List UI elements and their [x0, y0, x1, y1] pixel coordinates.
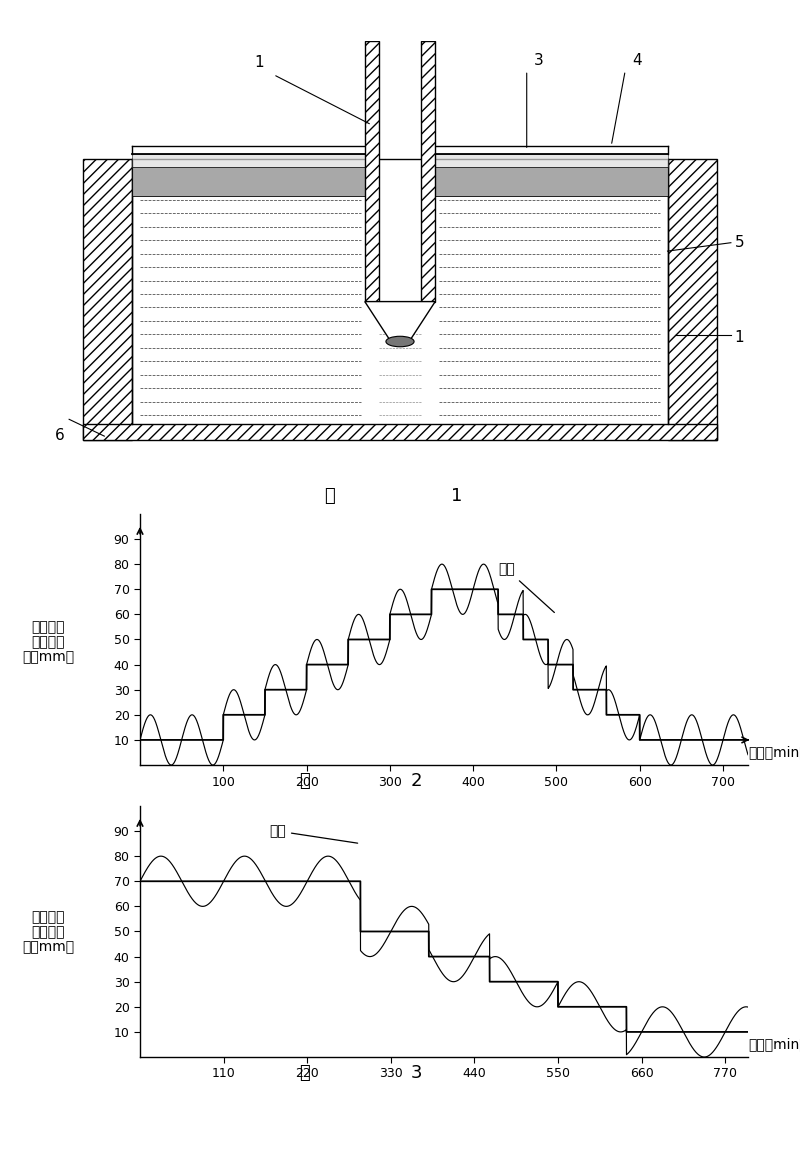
- Text: 图: 图: [298, 1064, 310, 1082]
- Text: 4: 4: [632, 54, 642, 68]
- Polygon shape: [133, 167, 365, 196]
- Text: 图: 图: [298, 772, 310, 790]
- Text: 水中的位: 水中的位: [31, 925, 65, 939]
- Ellipse shape: [386, 336, 414, 347]
- Text: 置（mm）: 置（mm）: [22, 651, 74, 665]
- Text: 6: 6: [55, 427, 65, 443]
- Text: 时间（min）: 时间（min）: [748, 1037, 800, 1051]
- Text: 1: 1: [734, 329, 744, 345]
- Text: 1: 1: [450, 487, 462, 505]
- Polygon shape: [365, 41, 379, 301]
- Text: 图: 图: [324, 487, 335, 505]
- Text: 置（mm）: 置（mm）: [22, 940, 74, 954]
- Text: 时间（min）: 时间（min）: [748, 745, 800, 759]
- Polygon shape: [83, 424, 717, 440]
- Text: 3: 3: [410, 1064, 422, 1082]
- Text: 5: 5: [734, 235, 744, 250]
- Text: 液位: 液位: [498, 562, 554, 612]
- Polygon shape: [421, 41, 435, 301]
- Polygon shape: [83, 159, 133, 440]
- Text: 1: 1: [254, 55, 264, 70]
- Polygon shape: [435, 167, 667, 196]
- Polygon shape: [667, 159, 717, 440]
- Text: 液位: 液位: [269, 825, 358, 843]
- Polygon shape: [435, 154, 667, 167]
- Polygon shape: [133, 154, 365, 167]
- Polygon shape: [365, 301, 435, 340]
- Text: 3: 3: [534, 54, 543, 68]
- Text: 水中的位: 水中的位: [31, 635, 65, 649]
- Text: 2: 2: [410, 772, 422, 790]
- Text: 水口在钢: 水口在钢: [31, 910, 65, 924]
- Text: 水口在钢: 水口在钢: [31, 620, 65, 634]
